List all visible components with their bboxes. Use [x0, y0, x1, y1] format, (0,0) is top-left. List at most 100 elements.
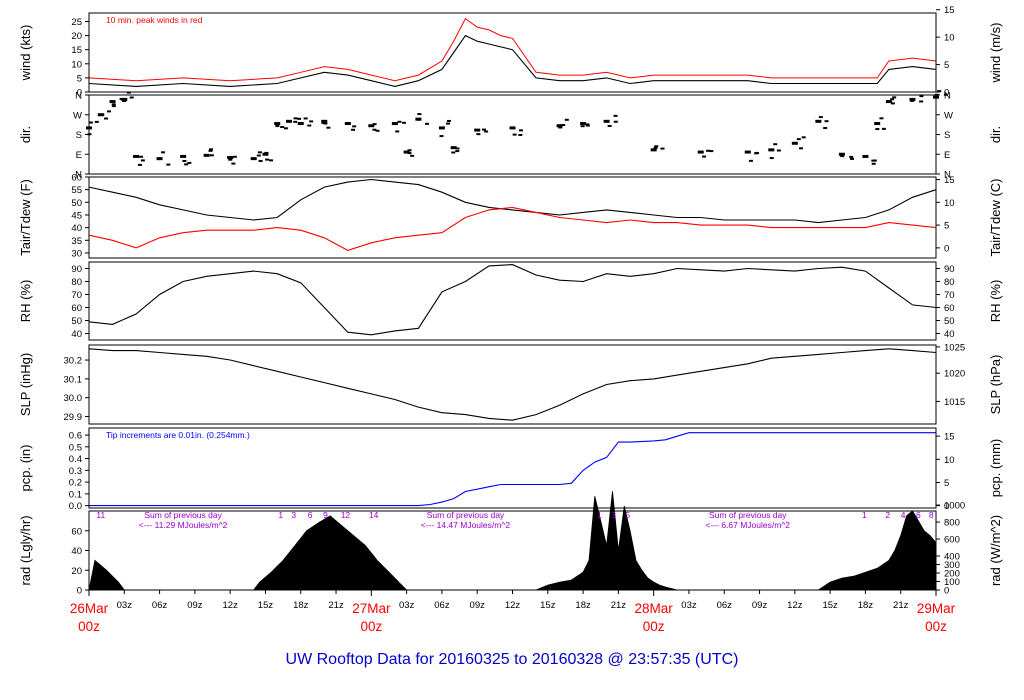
- data-point: [518, 133, 523, 136]
- y-tick-label-right: 90: [944, 264, 955, 275]
- data-point: [275, 125, 280, 128]
- y-tick-label: 0: [77, 586, 82, 597]
- x-tick-label: 09z: [752, 600, 768, 611]
- y-tick-label: 0.6: [69, 431, 82, 442]
- panel-annotation: 10 min. peak winds in red: [106, 15, 203, 25]
- data-point: [438, 126, 445, 130]
- data-point: [791, 141, 798, 145]
- y-tick-label: 40: [71, 223, 82, 234]
- data-point: [307, 124, 312, 127]
- data-point: [269, 159, 274, 162]
- y-tick-label-right: 0: [944, 243, 949, 254]
- data-point: [264, 151, 269, 154]
- data-point: [111, 103, 116, 106]
- data-point: [702, 155, 707, 158]
- data-point: [518, 129, 523, 132]
- y-axis-label-right: dir.: [988, 126, 1003, 143]
- y-tick-label-right: S: [944, 130, 950, 141]
- data-point: [650, 148, 657, 152]
- data-point: [580, 122, 587, 126]
- y-tick-label: 0.0: [69, 501, 82, 512]
- day-label-hour: 00z: [78, 619, 100, 634]
- y-tick-label-right: 10: [944, 33, 955, 44]
- data-point: [111, 105, 116, 108]
- data-point: [265, 158, 270, 161]
- hour-mark-label: 11: [96, 510, 105, 520]
- panel-wind: 0 5 10 15 20 25 0 5 10 15 wind (kts) wind (m/s) 10 m…: [18, 5, 1003, 98]
- y-tick-label: 10: [71, 59, 82, 70]
- radiation-sum-annotation: <--- 6.67 MJoules/m^2: [706, 520, 791, 530]
- data-point: [293, 117, 298, 120]
- x-tick-label: 09z: [470, 600, 486, 611]
- data-point: [748, 159, 753, 162]
- hour-mark-label: 5: [625, 510, 630, 520]
- data-point: [875, 128, 880, 131]
- y-tick-label-right: E: [944, 150, 950, 161]
- data-point: [455, 150, 460, 153]
- series-line: [88, 206, 937, 251]
- data-point: [232, 155, 237, 158]
- data-point: [137, 163, 142, 166]
- data-point: [919, 95, 924, 98]
- y-axis-label: rad (Lgly/hr): [18, 515, 33, 585]
- hour-mark-label: 8: [929, 510, 934, 520]
- y-tick-label: 20: [71, 31, 82, 42]
- day-label-date: 26Mar: [70, 601, 109, 616]
- y-tick-label: 60: [71, 526, 82, 537]
- data-point: [122, 99, 127, 102]
- data-point: [890, 102, 895, 105]
- data-point: [368, 124, 375, 128]
- data-point: [209, 148, 214, 151]
- y-tick-label: 50: [71, 316, 82, 327]
- y-tick-label: 0: [77, 88, 82, 99]
- x-tick-label: 18z: [293, 600, 309, 611]
- y-tick-label-right: 0: [944, 88, 949, 99]
- data-point: [512, 133, 517, 136]
- data-point: [285, 119, 292, 123]
- y-tick-label: 90: [71, 264, 82, 275]
- data-point: [937, 90, 942, 93]
- data-point: [182, 160, 187, 163]
- y-tick-label-right: 0: [944, 501, 949, 512]
- data-point: [660, 147, 665, 150]
- data-point: [776, 149, 781, 152]
- data-point: [293, 120, 298, 123]
- data-point: [653, 146, 658, 149]
- data-point: [395, 130, 400, 133]
- data-point: [321, 119, 328, 123]
- data-point: [184, 163, 189, 166]
- data-point: [403, 150, 410, 154]
- data-point: [109, 100, 116, 104]
- data-point: [509, 126, 516, 130]
- hour-mark-label: 2: [885, 510, 890, 520]
- data-point: [87, 133, 92, 136]
- y-axis-label-right: SLP (hPa): [988, 355, 1003, 415]
- y-axis-label: SLP (inHg): [18, 353, 33, 416]
- x-tick-label: 15z: [540, 600, 556, 611]
- data-point: [744, 150, 751, 154]
- data-point: [890, 98, 895, 101]
- data-point: [416, 118, 421, 121]
- data-point: [474, 128, 481, 132]
- x-tick-label: 21z: [328, 600, 344, 611]
- y-tick-label: N: [75, 170, 82, 181]
- hour-mark-label: 1: [597, 510, 602, 520]
- y-tick-label: W: [73, 110, 82, 121]
- series-area: [88, 491, 937, 591]
- data-point: [203, 153, 210, 157]
- day-label-date: 29Mar: [917, 601, 956, 616]
- data-point: [798, 147, 803, 150]
- data-point: [709, 150, 714, 153]
- y-tick-label-right: 60: [944, 303, 955, 314]
- data-point: [166, 163, 171, 166]
- x-tick-label: 15z: [822, 600, 838, 611]
- data-point: [326, 126, 331, 129]
- radiation-sum-annotation: Sum of previous day: [144, 510, 222, 520]
- data-point: [773, 143, 778, 146]
- panel-slp: 29.9 30.0 30.1 30.2 1015 1020 1025 SLP (inHg) SL…: [18, 342, 1003, 425]
- data-point: [580, 125, 585, 128]
- data-point: [401, 121, 406, 124]
- data-point: [603, 119, 610, 123]
- data-point: [140, 159, 145, 162]
